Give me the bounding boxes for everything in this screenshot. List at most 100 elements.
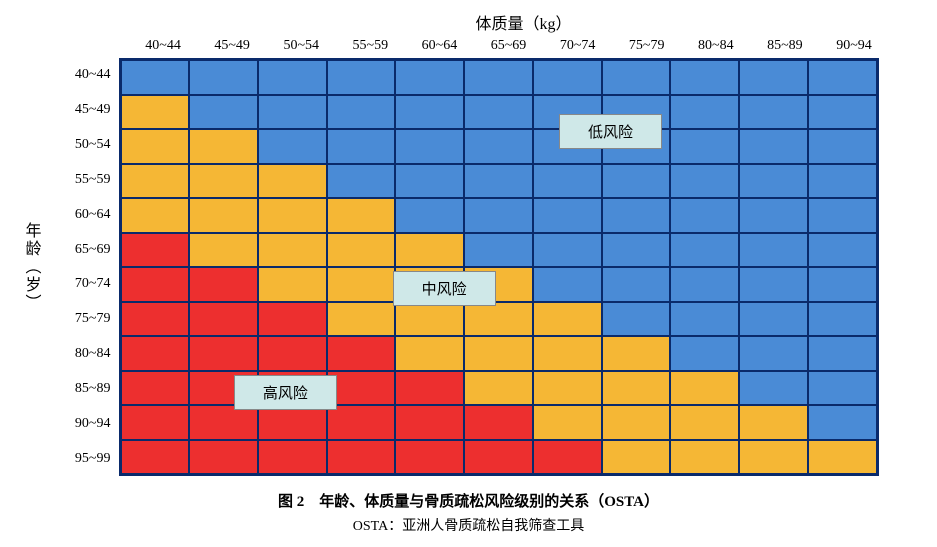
risk-label-high: 高风险 <box>234 375 337 410</box>
heatmap-cell <box>464 405 533 440</box>
heatmap-cell <box>121 198 190 233</box>
heatmap-cell <box>670 267 739 302</box>
x-axis-title: 体质量（kg） <box>129 10 919 34</box>
heatmap-cell <box>739 60 808 95</box>
heatmap-cell <box>327 164 396 199</box>
heatmap-cell <box>327 129 396 164</box>
heatmap-cell <box>258 198 327 233</box>
x-axis-tick: 40~44 <box>129 38 198 58</box>
heatmap-cell <box>121 233 190 268</box>
heatmap-cell <box>602 198 671 233</box>
heatmap-cell <box>258 336 327 371</box>
heatmap-cell <box>739 371 808 406</box>
heatmap-cell <box>395 336 464 371</box>
heatmap-cell <box>739 233 808 268</box>
heatmap-cell <box>739 95 808 130</box>
heatmap-cell <box>670 233 739 268</box>
heatmap-cell <box>258 129 327 164</box>
heatmap-cell <box>602 267 671 302</box>
heatmap-cell <box>464 60 533 95</box>
heatmap-cell <box>327 60 396 95</box>
heatmap-cell <box>464 440 533 475</box>
heatmap-cell <box>189 267 258 302</box>
heatmap-cell <box>808 440 877 475</box>
heatmap-cell <box>258 405 327 440</box>
heatmap-cell <box>739 267 808 302</box>
heatmap-cell <box>395 60 464 95</box>
y-axis-tick: 95~99 <box>49 441 119 476</box>
heatmap-cell <box>533 405 602 440</box>
heatmap-cell <box>327 267 396 302</box>
heatmap-row <box>121 405 877 440</box>
heatmap-row <box>121 267 877 302</box>
heatmap-cell <box>808 336 877 371</box>
x-axis-labels: 40~4445~4950~5455~5960~6465~6970~7475~79… <box>129 38 889 58</box>
y-axis-tick: 75~79 <box>49 302 119 337</box>
heatmap-cell <box>533 371 602 406</box>
heatmap-row <box>121 233 877 268</box>
heatmap-cell <box>739 440 808 475</box>
heatmap-cell <box>533 233 602 268</box>
heatmap-cell <box>121 440 190 475</box>
heatmap-cell <box>602 302 671 337</box>
heatmap-cell <box>395 198 464 233</box>
heatmap-cell <box>121 164 190 199</box>
heatmap-cell <box>327 198 396 233</box>
heatmap-cell <box>808 233 877 268</box>
heatmap-cell <box>464 129 533 164</box>
y-axis-tick: 55~59 <box>49 162 119 197</box>
heatmap-grid: 低风险 中风险 高风险 <box>119 58 879 476</box>
heatmap-cell <box>189 233 258 268</box>
heatmap-cell <box>464 336 533 371</box>
heatmap-row <box>121 60 877 95</box>
heatmap-cell <box>395 164 464 199</box>
heatmap-cell <box>670 440 739 475</box>
heatmap-row <box>121 440 877 475</box>
heatmap-cell <box>808 198 877 233</box>
y-axis-tick: 60~64 <box>49 197 119 232</box>
heatmap-cell <box>464 371 533 406</box>
figure-subcaption: OSTA：亚洲人骨质疏松自我筛查工具 <box>19 515 919 535</box>
heatmap-cell <box>464 198 533 233</box>
y-axis-tick: 70~74 <box>49 267 119 302</box>
heatmap-cell <box>189 129 258 164</box>
heatmap-cell <box>602 164 671 199</box>
y-axis-tick: 50~54 <box>49 128 119 163</box>
heatmap-cell <box>739 405 808 440</box>
heatmap-cell <box>121 129 190 164</box>
heatmap-cell <box>739 198 808 233</box>
heatmap-cell <box>327 371 396 406</box>
heatmap-cell <box>808 371 877 406</box>
heatmap-cell <box>258 440 327 475</box>
heatmap-cell <box>602 336 671 371</box>
heatmap-cell <box>121 336 190 371</box>
heatmap-cell <box>121 302 190 337</box>
heatmap-cell <box>189 336 258 371</box>
heatmap-cell <box>189 440 258 475</box>
heatmap-cell <box>533 336 602 371</box>
heatmap-cell <box>602 371 671 406</box>
heatmap-cell <box>739 164 808 199</box>
x-axis-tick: 65~69 <box>474 38 543 58</box>
heatmap-cell <box>670 95 739 130</box>
heatmap-cell <box>258 302 327 337</box>
heatmap-cell <box>808 405 877 440</box>
x-axis-tick: 85~89 <box>750 38 819 58</box>
heatmap-cell <box>808 164 877 199</box>
y-axis-labels: 40~4445~4950~5455~5960~6465~6970~7475~79… <box>49 58 119 476</box>
heatmap-cell <box>533 164 602 199</box>
heatmap-cell <box>739 336 808 371</box>
heatmap-cell <box>327 405 396 440</box>
heatmap-cell <box>808 302 877 337</box>
heatmap-cell <box>602 440 671 475</box>
heatmap-cell <box>189 164 258 199</box>
heatmap-cell <box>670 336 739 371</box>
heatmap-row <box>121 164 877 199</box>
figure-caption: 图 2 年龄、体质量与骨质疏松风险级别的关系（OSTA） <box>19 490 919 511</box>
heatmap-cell <box>395 233 464 268</box>
heatmap-cell <box>533 302 602 337</box>
heatmap-cell <box>189 302 258 337</box>
x-axis-tick: 50~54 <box>267 38 336 58</box>
y-axis-tick: 40~44 <box>49 58 119 93</box>
heatmap-cell <box>258 267 327 302</box>
